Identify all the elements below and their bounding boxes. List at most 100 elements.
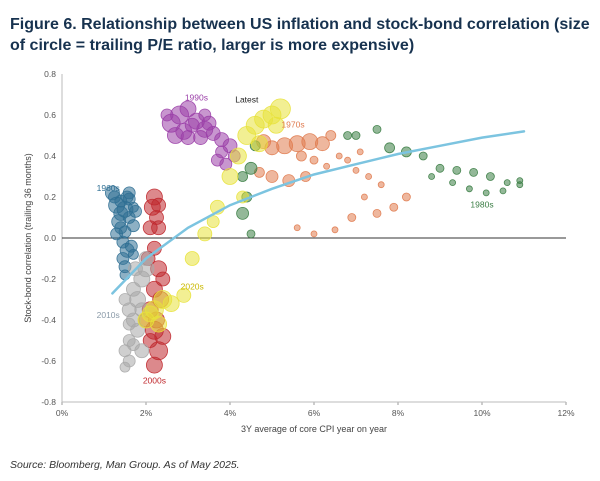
data-point xyxy=(151,220,167,236)
data-point xyxy=(314,136,330,152)
series-label-1960s: 1960s xyxy=(97,183,120,193)
data-point xyxy=(435,163,445,173)
data-point xyxy=(145,356,163,374)
data-point xyxy=(155,271,171,287)
data-point xyxy=(452,165,462,175)
data-point xyxy=(449,179,457,187)
plot-area-frame xyxy=(61,74,566,403)
data-point xyxy=(184,117,200,133)
data-point xyxy=(360,193,368,201)
chart-title: Figure 6. Relationship between US inflat… xyxy=(10,16,590,54)
data-point xyxy=(499,187,507,195)
data-point xyxy=(323,162,331,170)
data-point xyxy=(335,152,343,160)
data-point xyxy=(125,281,141,297)
data-point xyxy=(215,145,229,159)
data-point xyxy=(309,155,319,165)
annotation-latest: Latest xyxy=(235,95,259,105)
data-point xyxy=(143,198,161,216)
x-tick-label: 6% xyxy=(308,408,321,418)
scatter-points xyxy=(105,98,524,374)
data-point xyxy=(197,226,213,242)
y-tick-label: -0.4 xyxy=(41,315,56,325)
data-point xyxy=(244,161,258,175)
data-point xyxy=(401,192,411,202)
data-point xyxy=(127,201,139,213)
y-tick-label: -0.8 xyxy=(41,397,56,407)
data-point xyxy=(351,131,361,140)
y-axis-ticks: -0.8 -0.6 -0.4 -0.2 0.0 0.2 0.4 0.6 0.8 xyxy=(41,69,56,407)
data-point xyxy=(179,100,197,118)
y-tick-label: 0.0 xyxy=(44,233,56,243)
data-point xyxy=(485,172,495,181)
series-label-2020s: 2020s xyxy=(181,281,204,291)
data-point xyxy=(119,361,131,373)
data-point xyxy=(162,295,180,313)
data-point xyxy=(469,167,479,177)
data-point xyxy=(331,226,339,234)
data-point xyxy=(141,305,159,323)
y-tick-label: 0.2 xyxy=(44,192,56,202)
data-point xyxy=(384,142,396,154)
series-1990s xyxy=(160,100,241,171)
data-point xyxy=(293,224,301,232)
x-tick-label: 8% xyxy=(392,408,405,418)
data-point xyxy=(221,168,239,185)
data-point xyxy=(193,130,209,145)
data-point xyxy=(516,181,524,189)
data-point xyxy=(347,213,357,222)
data-point xyxy=(120,190,134,204)
data-point xyxy=(352,166,360,174)
y-tick-label: 0.8 xyxy=(44,69,56,79)
series-labels: 1960s 1970s 1980s 1990s 2000s 2010s 2020s Lates… xyxy=(97,93,494,386)
data-point xyxy=(237,171,249,182)
data-point xyxy=(295,150,307,162)
data-point xyxy=(343,131,353,140)
data-point xyxy=(418,151,428,161)
y-tick-label: -0.6 xyxy=(41,356,56,366)
data-point xyxy=(246,229,256,239)
data-point xyxy=(108,190,121,204)
source-note: Source: Bloomberg, Man Group. As of May … xyxy=(10,459,240,471)
x-tick-label: 2% xyxy=(140,408,153,418)
data-point xyxy=(372,208,382,218)
series-1960s xyxy=(105,185,142,281)
data-point xyxy=(428,173,436,180)
x-tick-label: 10% xyxy=(473,408,490,418)
data-point xyxy=(356,148,364,156)
series-2020s xyxy=(137,98,291,333)
data-point xyxy=(126,219,140,233)
data-point xyxy=(122,317,136,331)
data-point xyxy=(372,124,382,134)
data-point xyxy=(198,108,212,122)
data-point xyxy=(180,130,196,145)
data-point xyxy=(389,202,399,212)
data-point xyxy=(236,206,250,220)
y-axis-label: Stock-bond correlation (trailing 36 mont… xyxy=(23,153,33,323)
data-point xyxy=(250,135,268,153)
trend-line-group xyxy=(111,130,526,295)
trend-line xyxy=(111,130,526,295)
data-point xyxy=(503,179,511,187)
y-tick-label: 0.6 xyxy=(44,110,56,120)
data-point xyxy=(114,221,128,235)
series-label-1980s: 1980s xyxy=(470,199,493,209)
data-point xyxy=(310,230,318,238)
data-point xyxy=(184,251,200,266)
data-point xyxy=(267,116,285,134)
x-tick-label: 12% xyxy=(557,408,574,418)
y-tick-label: 0.4 xyxy=(44,151,56,161)
data-point xyxy=(126,338,140,352)
y-tick-label: -0.2 xyxy=(41,274,56,284)
data-point xyxy=(465,185,473,193)
data-point xyxy=(377,181,385,189)
x-axis-label: 3Y average of core CPI year on year xyxy=(241,424,387,434)
x-tick-label: 0% xyxy=(56,408,69,418)
data-point xyxy=(176,287,192,303)
data-point xyxy=(344,156,352,164)
data-point xyxy=(365,173,373,180)
series-label-2000s: 2000s xyxy=(143,376,166,386)
data-point xyxy=(229,147,247,165)
data-point xyxy=(127,248,139,260)
